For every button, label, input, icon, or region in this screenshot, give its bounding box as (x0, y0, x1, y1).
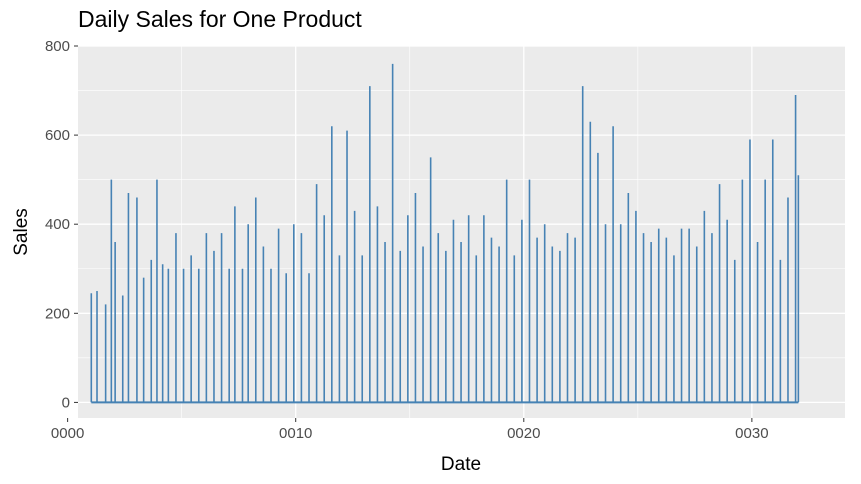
x-tick-label: 0020 (507, 425, 540, 442)
x-tick-label: 0030 (735, 425, 768, 442)
y-tick-label: 200 (45, 305, 70, 322)
x-tick-label: 0000 (51, 425, 84, 442)
y-tick-label: 600 (45, 127, 70, 144)
y-tick-label: 400 (45, 216, 70, 233)
series-line (90, 63, 800, 404)
y-tick-label: 800 (45, 38, 70, 55)
x-tick-label: 0010 (279, 425, 312, 442)
x-axis-title: Date (441, 454, 481, 475)
y-tick-label: 0 (62, 394, 70, 411)
chart-title: Daily Sales for One Product (78, 6, 362, 32)
series-layer (90, 63, 800, 404)
axes-layer: 0 200 400 600 800 0000 0010 0020 0030 (45, 38, 769, 442)
y-axis-title: Sales (11, 208, 32, 256)
